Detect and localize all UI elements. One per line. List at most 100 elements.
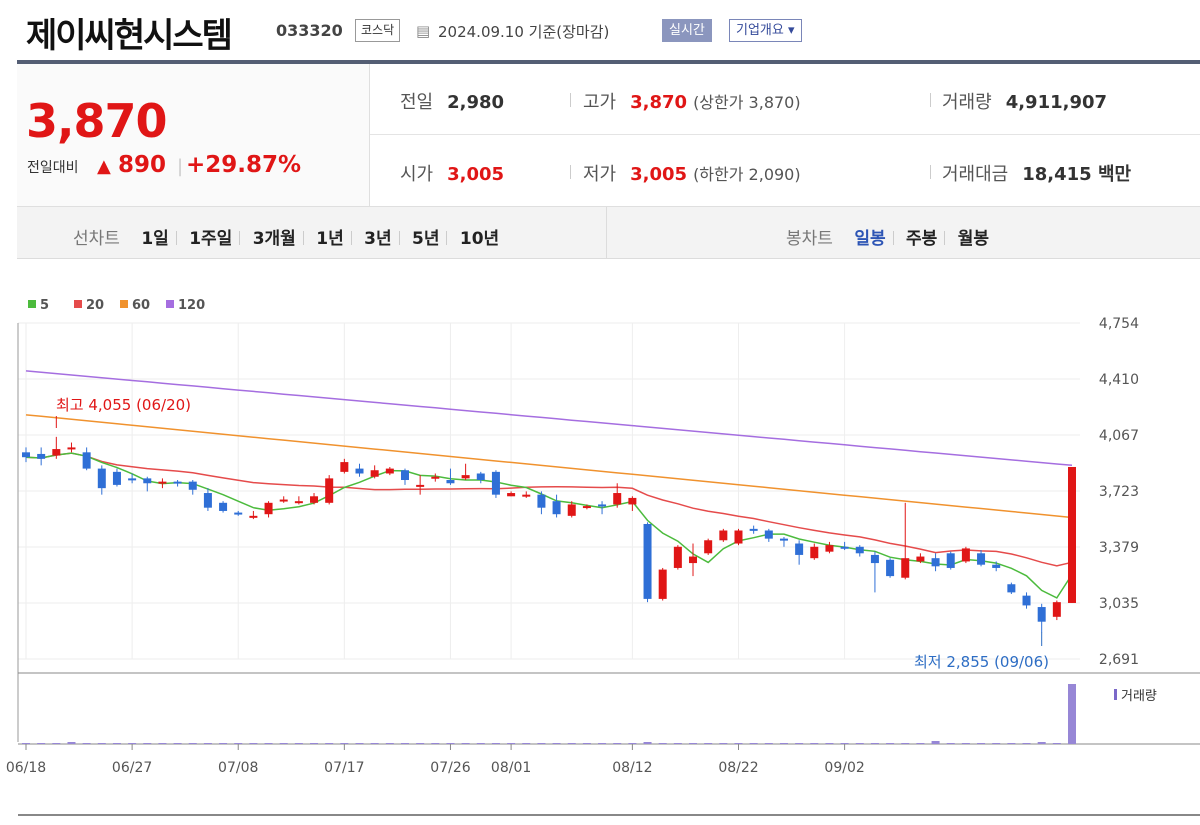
candle-body [67, 447, 76, 450]
volume-bar [431, 743, 440, 744]
divider [930, 93, 931, 107]
line-chart-periods: 선차트 1일 1주일 3개월 1년 3년 5년 10년 [73, 224, 499, 249]
y-tick-label: 4,754 [1099, 316, 1139, 332]
volume-legend-label: 거래량 [1121, 689, 1157, 704]
period-daily[interactable]: 일봉 [854, 229, 886, 249]
volume-bar [234, 743, 243, 744]
volume-bar [931, 741, 940, 744]
current-price: 3,870 [26, 94, 168, 148]
volume-bar [188, 743, 197, 744]
volume-bar [491, 743, 500, 744]
candle-chart-periods: 봉차트 일봉 주봉 월봉 [786, 224, 989, 249]
volume-bar [901, 743, 910, 744]
volume: 거래량 4,911,907 [942, 92, 1108, 113]
volume-bar [446, 743, 455, 744]
legend-swatch-5 [28, 300, 36, 308]
ma120-line [25, 370, 1073, 467]
y-tick-label: 3,035 [1099, 596, 1139, 612]
x-tick-label: 07/08 [218, 760, 258, 776]
legend-swatch-60 [120, 300, 128, 308]
volume-bar [173, 743, 182, 744]
candle-body [188, 481, 197, 490]
candle-body [992, 564, 1001, 568]
candle-body [779, 538, 788, 541]
candle-body [749, 528, 758, 531]
candle-body [840, 546, 849, 549]
realtime-button[interactable]: 실시간 [662, 19, 712, 42]
volume-bar [658, 743, 667, 744]
x-tick-label: 06/18 [6, 760, 46, 776]
period-weekly[interactable]: 주봉 [906, 229, 938, 249]
candle-body [901, 558, 910, 578]
candle-body [385, 468, 394, 474]
volume-bar [810, 743, 819, 744]
y-tick-label: 2,691 [1099, 652, 1139, 668]
candle-body [416, 484, 425, 487]
volume-bar [779, 743, 788, 744]
period-1y[interactable]: 1년 [316, 229, 344, 249]
candle-body [537, 494, 546, 508]
volume-bar [279, 743, 288, 744]
legend-label-60: 60 [132, 298, 150, 313]
x-tick-label: 08/01 [491, 760, 531, 776]
volume-bar [689, 743, 698, 744]
volume-bar [582, 743, 591, 744]
volume-bar [643, 742, 652, 744]
volume-bar [567, 743, 576, 744]
up-arrow-icon: ▲ [97, 156, 111, 177]
ma60-line [25, 414, 1073, 519]
period-1w[interactable]: 1주일 [189, 229, 233, 249]
volume-bar [795, 743, 804, 744]
y-tick-label: 3,379 [1099, 540, 1139, 556]
volume-bar [476, 743, 485, 744]
volume-bar [82, 743, 91, 744]
prev-close: 전일 2,980 [400, 92, 505, 113]
volume-bar [522, 743, 531, 744]
candle-body [249, 515, 258, 518]
volume-bar [628, 743, 637, 744]
volume-bar [97, 743, 106, 744]
candle-body [294, 501, 303, 504]
candle-body [476, 473, 485, 481]
candle-body [870, 554, 879, 564]
period-10y[interactable]: 10년 [459, 229, 500, 249]
candle-body [643, 523, 652, 599]
divider [930, 165, 931, 179]
candle-body [325, 478, 334, 503]
x-tick-label: 08/22 [718, 760, 758, 776]
candle-body [977, 553, 986, 565]
candle-body [1007, 584, 1016, 593]
candle-body [446, 480, 455, 484]
candle-body [598, 504, 607, 507]
high-price: 고가 3,870 (상한가 3,870) [583, 92, 801, 113]
period-1d[interactable]: 1일 [141, 229, 169, 249]
volume-bar [825, 743, 834, 744]
company-info-dropdown[interactable]: 기업개요 ▾ [729, 19, 802, 42]
open-price: 시가 3,005 [400, 164, 505, 185]
period-5y[interactable]: 5년 [411, 229, 440, 249]
volume-bar [416, 743, 425, 744]
legend-swatch-120 [166, 300, 174, 308]
volume-bar [1037, 742, 1046, 744]
candle-body [886, 559, 895, 577]
volume-bar [764, 743, 773, 744]
candle-body [764, 530, 773, 539]
volume-bar [855, 743, 864, 744]
period-3y[interactable]: 3년 [364, 229, 392, 249]
period-monthly[interactable]: 월봉 [957, 229, 989, 249]
candle-body [158, 481, 167, 484]
market-badge: 코스닥 [355, 19, 401, 42]
candle-body [52, 449, 61, 456]
chart-toolbar: 선차트 1일 1주일 3개월 1년 3년 5년 10년 봉차트 일봉 주봉 월봉 [17, 207, 1200, 259]
stock-code: 033320 [276, 21, 343, 40]
candle-body [400, 470, 409, 481]
company-info-label: 기업개요 [736, 23, 784, 38]
quote-row-1: 전일 2,980 고가 3,870 (상한가 3,870) 거래량 4,911,907 [370, 64, 1200, 135]
candle-body [1022, 595, 1031, 606]
candle-body [719, 530, 728, 541]
volume-bar [340, 743, 349, 744]
ma20-line [25, 452, 1073, 567]
volume-bar [203, 743, 212, 744]
candle-body [507, 493, 516, 497]
period-3m[interactable]: 3개월 [252, 229, 296, 249]
